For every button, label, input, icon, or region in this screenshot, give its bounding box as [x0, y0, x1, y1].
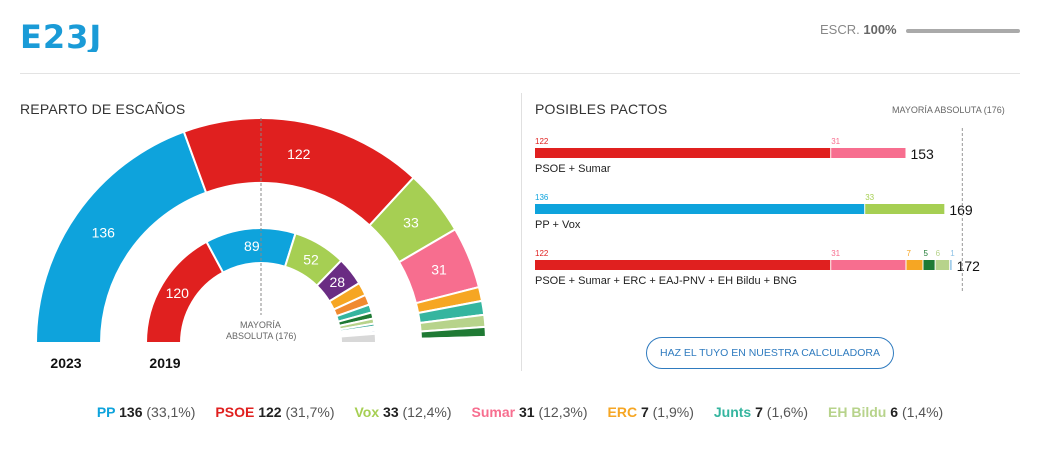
legend-seat-count: 136	[115, 404, 147, 420]
calculator-button[interactable]: HAZ EL TUYO EN NUESTRA CALCULADORA	[646, 337, 894, 369]
pact-label: PP + Vox	[535, 219, 581, 231]
seat-count-label: 89	[244, 238, 260, 254]
pact-segment-value: 122	[535, 137, 549, 146]
legend-percentage: (12,3%)	[538, 404, 588, 420]
pact-bar-segment	[935, 260, 950, 270]
pact-bar-segment	[535, 204, 865, 214]
panel-divider	[521, 93, 522, 371]
pact-segment-value: 33	[865, 193, 874, 202]
pact-bar-segment	[831, 148, 906, 158]
seat-distribution-title: REPARTO DE ESCAÑOS	[20, 101, 186, 117]
legend-seat-count: 7	[751, 404, 767, 420]
legend-percentage: (33,1%)	[146, 404, 196, 420]
hemicycle-segment	[419, 339, 488, 344]
seat-count-label: 31	[431, 262, 447, 278]
legend-seat-count: 33	[379, 404, 403, 420]
legend-item: Junts 7 (1,6%)	[714, 404, 808, 420]
seat-count-label: 28	[329, 274, 345, 290]
legend-party-name: Sumar	[471, 404, 516, 420]
pact-bar-segment	[923, 260, 935, 270]
legend-item: EH Bildu 6 (1,4%)	[828, 404, 943, 420]
legend-party-name: EH Bildu	[828, 404, 887, 420]
pact-bar-segment	[906, 260, 923, 270]
pact-label: PSOE + Sumar	[535, 163, 611, 175]
scrutiny-progress-bar	[906, 29, 1020, 33]
legend-item: PSOE 122 (31,7%)	[215, 404, 334, 420]
legend-party-name: PSOE	[215, 404, 255, 420]
legend-seat-count: 6	[886, 404, 902, 420]
legend-seat-count: 122	[254, 404, 286, 420]
legend-item: Sumar 31 (12,3%)	[472, 404, 588, 420]
legend-seat-count: 31	[515, 404, 539, 420]
header-divider	[20, 73, 1020, 74]
scrutiny-status: ESCR. 100%	[820, 22, 897, 37]
scrutiny-label: ESCR.	[820, 22, 860, 37]
pacts-majority-label: MAYORÍA ABSOLUTA (176)	[892, 105, 1005, 115]
pact-bar-segment	[831, 260, 906, 270]
results-legend: PP 136 (33,1%) PSOE 122 (31,7%) Vox 33 (12…	[0, 404, 1040, 420]
pact-bar-segment	[535, 260, 831, 270]
pact-bar-segment	[865, 204, 945, 214]
pact-total-value: 172	[957, 258, 981, 274]
legend-percentage: (1,9%)	[652, 404, 694, 420]
legend-percentage: (1,4%)	[901, 404, 944, 420]
legend-party-name: Junts	[713, 404, 752, 420]
legend-item: PP 136 (33,1%)	[97, 404, 196, 420]
legend-item: Vox 33 (12,4%)	[355, 404, 452, 420]
hemicycle-segment	[339, 332, 378, 344]
pact-segment-value: 6	[936, 249, 941, 258]
pact-label: PSOE + Sumar + ERC + EAJ-PNV + EH Bildu …	[535, 275, 797, 287]
pact-total-value: 153	[910, 146, 934, 162]
pact-bar-segment	[950, 260, 952, 270]
pact-segment-value: 7	[906, 249, 911, 258]
seat-count-label: 33	[403, 214, 419, 230]
legend-party-name: PP	[96, 404, 116, 420]
pact-bar-segment	[535, 148, 831, 158]
scrutiny-progress-fill	[906, 29, 1020, 33]
legend-party-name: Vox	[354, 404, 380, 420]
pact-total-value: 169	[949, 202, 973, 218]
pact-segment-value: 1	[950, 249, 955, 258]
seat-count-label: 120	[166, 285, 190, 301]
pact-segment-value: 5	[923, 249, 928, 258]
legend-percentage: (31,7%)	[285, 404, 335, 420]
legend-item: ERC 7 (1,9%)	[608, 404, 694, 420]
seat-count-label: 136	[92, 225, 116, 241]
legend-percentage: (1,6%)	[766, 404, 809, 420]
legend-seat-count: 7	[637, 404, 653, 420]
pact-segment-value: 136	[535, 193, 549, 202]
pact-segment-value: 31	[831, 249, 840, 258]
logo-text: E23J	[20, 18, 102, 52]
legend-party-name: ERC	[607, 404, 638, 420]
possible-pacts-title: POSIBLES PACTOS	[535, 101, 668, 117]
legend-percentage: (12,4%)	[402, 404, 452, 420]
seat-count-label: 122	[287, 146, 311, 162]
e23j-logo[interactable]: E23J	[20, 18, 122, 52]
ring-year-label: 2019	[149, 355, 180, 371]
majority-label-line2: ABSOLUTA (176)	[226, 331, 297, 341]
seat-count-label: 52	[303, 251, 319, 267]
pact-segment-value: 122	[535, 249, 549, 258]
scrutiny-value: 100%	[863, 22, 897, 37]
pact-segment-value: 31	[831, 137, 840, 146]
hemicycle-chart: 136 122 33 31 2023 120 89 52 28 2019	[34, 117, 488, 371]
ring-year-label: 2023	[50, 355, 81, 371]
majority-label-line1: MAYORÍA	[240, 320, 281, 330]
